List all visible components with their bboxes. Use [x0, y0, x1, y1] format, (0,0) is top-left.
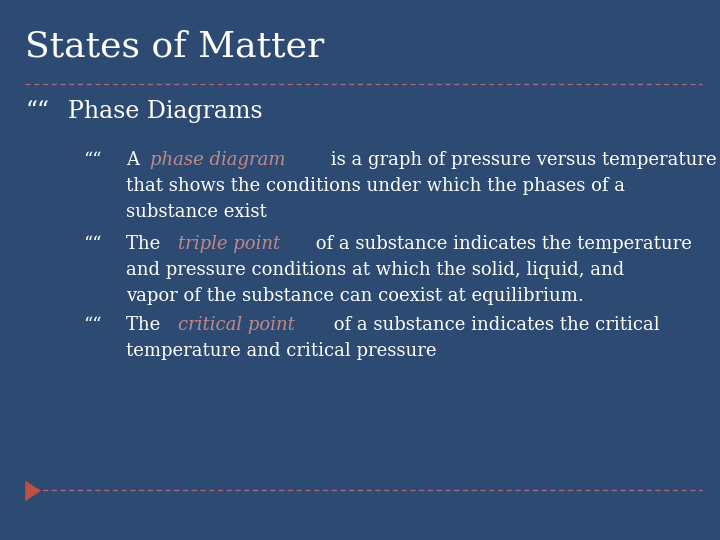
- Text: triple point: triple point: [178, 235, 280, 253]
- Text: vapor of the substance can coexist at equilibrium.: vapor of the substance can coexist at eq…: [126, 287, 584, 305]
- Polygon shape: [25, 481, 41, 501]
- Text: The: The: [126, 235, 166, 253]
- Text: The: The: [126, 316, 166, 334]
- Text: phase diagram: phase diagram: [150, 151, 286, 169]
- Text: temperature and critical pressure: temperature and critical pressure: [126, 342, 436, 360]
- Text: of a substance indicates the critical: of a substance indicates the critical: [328, 316, 660, 334]
- Text: Phase Diagrams: Phase Diagrams: [68, 100, 263, 123]
- Text: ““: ““: [83, 151, 102, 169]
- Text: A: A: [126, 151, 145, 169]
- Text: and pressure conditions at which the solid, liquid, and: and pressure conditions at which the sol…: [126, 261, 624, 279]
- Text: ““: ““: [83, 235, 102, 253]
- Text: critical point: critical point: [178, 316, 294, 334]
- Text: of a substance indicates the temperature: of a substance indicates the temperature: [310, 235, 691, 253]
- Text: that shows the conditions under which the phases of a: that shows the conditions under which th…: [126, 177, 625, 195]
- Text: ““: ““: [25, 100, 49, 123]
- Text: States of Matter: States of Matter: [25, 30, 325, 64]
- Text: ““: ““: [83, 316, 102, 334]
- Text: is a graph of pressure versus temperature: is a graph of pressure versus temperatur…: [325, 151, 716, 169]
- Text: substance exist: substance exist: [126, 203, 266, 221]
